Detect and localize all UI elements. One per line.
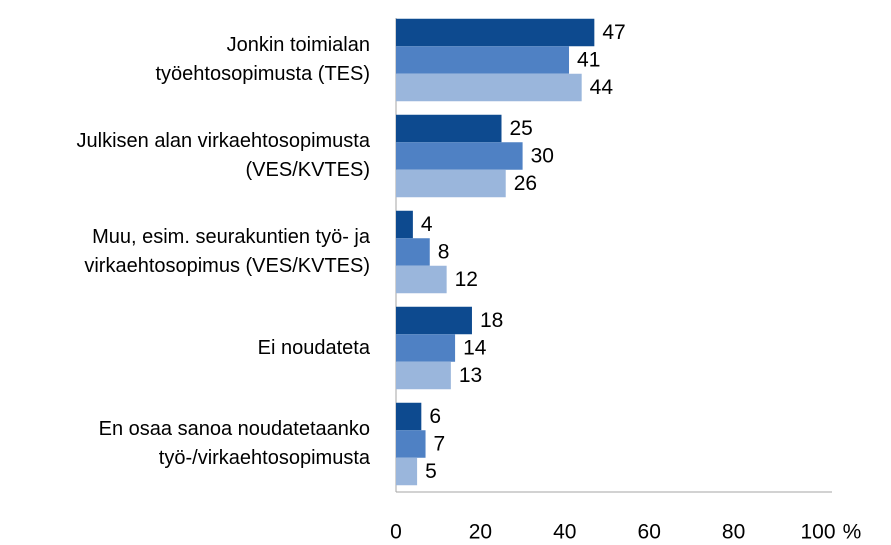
bar (396, 402, 422, 431)
value-label: 44 (590, 76, 614, 99)
value-label: 26 (514, 172, 537, 195)
value-label: 8 (438, 241, 450, 264)
value-label: 14 (463, 337, 487, 360)
bar (396, 142, 523, 170)
x-tick-label: 0 (390, 521, 402, 544)
value-label: 4 (421, 213, 433, 236)
x-tick-label: 20 (469, 521, 492, 544)
bar (396, 114, 502, 143)
x-tick-label: 100 (800, 521, 835, 544)
bar (396, 210, 413, 239)
category-label: Jonkin toimialan työehtosopimusta (TES) (155, 34, 370, 85)
bar (396, 73, 582, 102)
bar (396, 430, 426, 458)
bar (396, 46, 570, 74)
x-tick-label: 80 (722, 521, 745, 544)
value-label: 18 (480, 309, 503, 332)
value-label: 25 (510, 117, 533, 140)
x-tick-label: 40 (553, 521, 576, 544)
value-label: 12 (455, 268, 478, 291)
category-label: Julkisen alan virkaehtosopimusta (VES/KV… (76, 130, 371, 181)
value-label: 13 (459, 364, 482, 387)
bar (396, 238, 430, 266)
bar (396, 169, 506, 198)
value-label: 47 (602, 21, 625, 44)
category-label: En osaa sanoa noudatetaanko työ-/virkaeh… (98, 418, 370, 469)
bar (396, 306, 472, 335)
value-label: 41 (577, 49, 600, 72)
bar (396, 457, 418, 486)
value-label: 7 (434, 433, 446, 456)
value-label: 5 (425, 460, 437, 483)
category-label: Muu, esim. seurakuntien työ- ja virkaeht… (84, 226, 370, 277)
bar (396, 361, 451, 390)
value-label: 30 (531, 145, 554, 168)
bar (396, 334, 456, 362)
bar (396, 18, 595, 47)
value-label: 6 (429, 405, 441, 428)
x-tick-label: 60 (638, 521, 661, 544)
bar (396, 265, 447, 294)
category-label: Ei noudateta (257, 336, 370, 359)
x-axis-label: % (843, 521, 862, 544)
